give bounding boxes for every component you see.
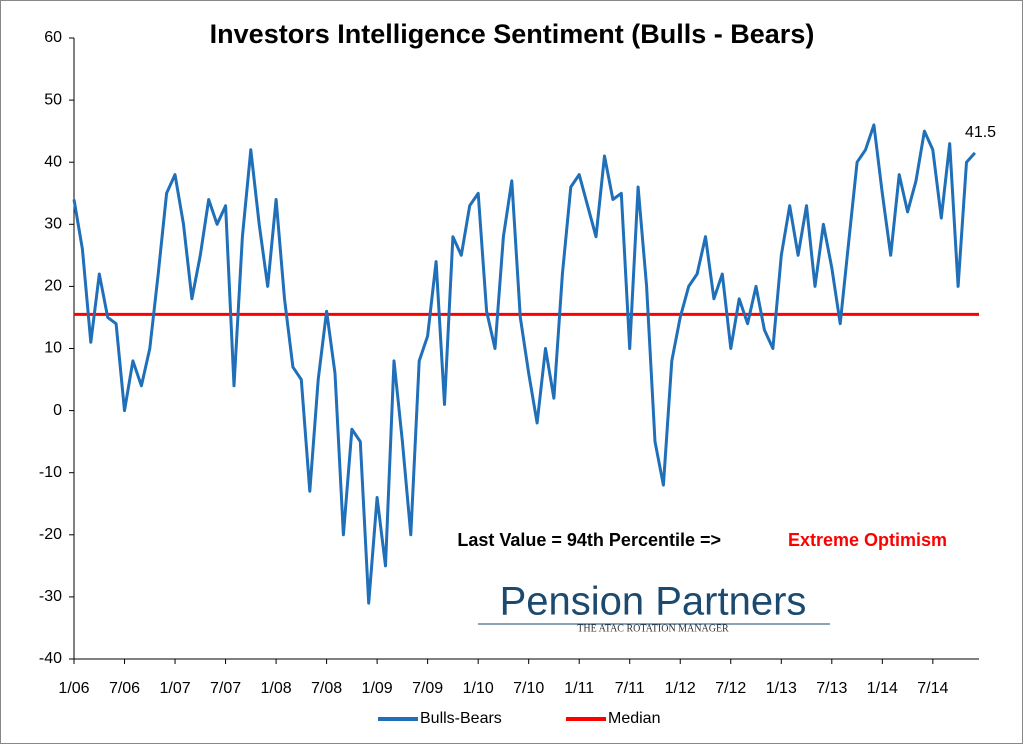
x-tick-label: 7/14 [917, 680, 948, 697]
y-tick-label: 20 [44, 278, 62, 295]
y-tick-label: -10 [39, 464, 62, 481]
x-tick-label: 7/11 [615, 680, 645, 697]
y-tick-label: 50 [44, 91, 62, 108]
x-tick-label: 7/07 [210, 680, 241, 697]
x-tick-label: 7/12 [715, 680, 746, 697]
x-tick-label: 1/08 [261, 680, 292, 697]
y-tick-label: -20 [39, 526, 62, 543]
annotation-highlight: Extreme Optimism [788, 530, 947, 550]
y-tick-label: 30 [44, 216, 62, 233]
x-tick-label: 7/08 [311, 680, 342, 697]
last-value-label: 41.5 [965, 124, 996, 141]
y-tick-label: 40 [44, 153, 62, 170]
y-tick-label: 10 [44, 340, 62, 357]
x-tick-label: 1/14 [867, 680, 898, 697]
data-line [72, 123, 977, 605]
y-tick-label: -40 [39, 650, 62, 667]
x-tick-label: 1/11 [564, 680, 594, 697]
x-tick-label: 1/06 [58, 680, 89, 697]
x-tick-label: 1/07 [159, 680, 190, 697]
annotation: Last Value = 94th Percentile => [457, 530, 726, 550]
chart-title: Investors Intelligence Sentiment (Bulls … [210, 19, 815, 49]
x-tick-label: 7/10 [513, 680, 544, 697]
x-tick-label: 1/13 [766, 680, 797, 697]
y-tick-label: 0 [53, 402, 62, 419]
legend-label: Bulls-Bears [420, 710, 502, 727]
x-tick-label: 7/13 [816, 680, 847, 697]
logo-tagline: THE ATAC ROTATION MANAGER [577, 623, 729, 634]
y-tick-label: -30 [39, 588, 62, 605]
x-tick-label: 7/09 [412, 680, 443, 697]
x-tick-label: 1/12 [665, 680, 696, 697]
legend-label: Median [608, 710, 660, 727]
y-tick-label: 60 [44, 29, 62, 46]
x-tick-label: 1/09 [362, 680, 393, 697]
x-tick-label: 1/10 [463, 680, 494, 697]
logo-name: Pension Partners [500, 580, 807, 624]
x-tick-label: 7/06 [109, 680, 140, 697]
